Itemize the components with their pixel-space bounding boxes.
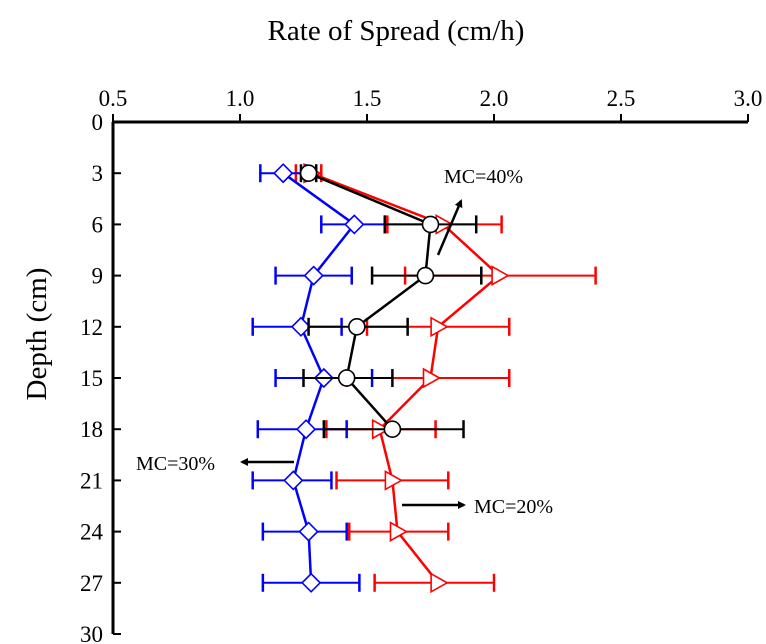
data-point xyxy=(416,266,435,285)
x-tick-label-0.5: 0.5 xyxy=(99,86,128,111)
y-tick-label-21: 21 xyxy=(80,468,103,493)
data-point xyxy=(422,367,442,389)
x-tick-label-1.5: 1.5 xyxy=(353,86,382,111)
y-tick-label-0: 0 xyxy=(92,110,104,135)
annotation-label: MC=40% xyxy=(444,166,523,188)
data-point xyxy=(491,265,510,286)
annotation-label: MC=30% xyxy=(136,453,215,475)
y-tick-label-6: 6 xyxy=(92,212,104,237)
series-MC=40% xyxy=(299,164,483,439)
series-layer xyxy=(251,162,597,594)
axis-ticks: 0.5 1.0 1.5 2.0 2.5 3.0 0 3 6 9 12 15 18 21 24 27 30 xyxy=(80,86,762,644)
y-tick-label-30: 30 xyxy=(80,622,103,644)
data-point xyxy=(283,470,304,491)
y-tick-label-18: 18 xyxy=(80,417,103,442)
data-point xyxy=(430,572,449,594)
data-point xyxy=(430,316,449,338)
data-point xyxy=(273,163,294,184)
y-tick-label-24: 24 xyxy=(80,520,104,545)
data-point xyxy=(389,521,409,542)
data-point xyxy=(298,521,319,542)
data-point xyxy=(290,316,312,337)
data-point xyxy=(337,369,356,387)
data-point xyxy=(303,265,324,286)
data-point xyxy=(344,214,365,235)
data-point xyxy=(421,215,440,234)
data-point xyxy=(295,419,317,440)
annotation-label: MC=20% xyxy=(474,496,553,518)
x-tick-label-1.0: 1.0 xyxy=(226,86,255,111)
y-axis-label: Depth (cm) xyxy=(21,268,53,401)
y-tick-label-12: 12 xyxy=(80,315,103,340)
chart-title: Rate of Spread (cm/h) xyxy=(268,15,525,47)
y-tick-label-27: 27 xyxy=(80,571,103,596)
annotations: MC=40% MC=30% MC=20% xyxy=(136,166,553,518)
y-tick-label-3: 3 xyxy=(92,161,104,186)
annotation-arrow xyxy=(436,199,463,256)
data-point xyxy=(348,317,366,336)
x-tick-label-2.5: 2.5 xyxy=(607,86,636,111)
y-tick-label-15: 15 xyxy=(80,366,103,391)
series-line xyxy=(308,172,432,431)
data-point xyxy=(300,572,322,593)
y-tick-label-9: 9 xyxy=(92,264,104,289)
x-tick-label-2.0: 2.0 xyxy=(480,86,509,111)
data-point xyxy=(384,470,404,491)
data-point xyxy=(299,164,318,182)
x-tick-label-3.0: 3.0 xyxy=(734,86,763,111)
data-point xyxy=(383,420,402,439)
